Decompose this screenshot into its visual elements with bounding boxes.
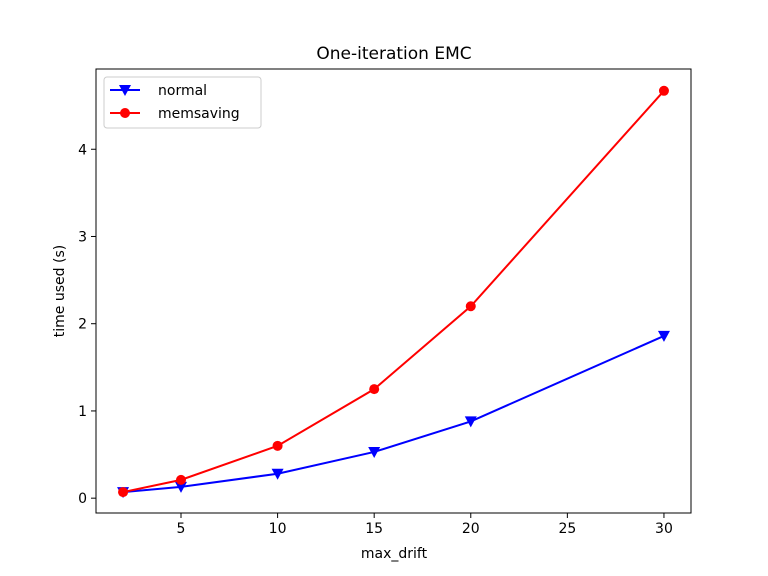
axes: 5 10 15 20 25 30 0 1 2 3 4	[78, 142, 673, 537]
x-axis-label: max_drift	[361, 546, 428, 562]
data-point-normal	[175, 481, 187, 493]
chart-title: One-iteration EMC	[316, 44, 471, 64]
y-tick-label: 4	[78, 142, 87, 158]
legend-label-normal: normal	[158, 83, 207, 99]
x-tick-label: 30	[655, 521, 673, 537]
series-memsaving	[118, 85, 669, 498]
series-line-normal	[122, 335, 665, 494]
x-tick-label: 10	[269, 521, 287, 537]
data-point-normal	[368, 446, 381, 458]
data-point-normal	[271, 468, 284, 480]
series-line-memsaving	[122, 90, 665, 494]
legend-marker-memsaving	[120, 108, 130, 118]
y-tick-label: 3	[78, 229, 87, 245]
x-tick-label: 5	[177, 521, 186, 537]
y-tick-label: 0	[78, 491, 87, 507]
data-point-memsaving	[176, 474, 186, 485]
legend: normal memsaving	[103, 76, 262, 129]
plot-frame	[95, 68, 692, 514]
legend-box	[103, 76, 262, 129]
data-point-memsaving	[465, 301, 476, 312]
data-point-memsaving	[272, 440, 283, 451]
x-tick-label: 20	[462, 521, 480, 537]
y-tick-label: 2	[78, 317, 87, 333]
series-layer	[117, 85, 670, 499]
data-point-memsaving	[118, 487, 129, 498]
y-axis-label: time used (s)	[52, 245, 68, 337]
data-point-normal	[657, 330, 670, 342]
y-tick-label: 1	[78, 404, 87, 420]
legend-marker-normal	[119, 85, 131, 96]
data-point-normal	[464, 416, 477, 428]
data-point-memsaving	[658, 85, 669, 96]
data-point-memsaving	[369, 384, 380, 395]
legend-label-memsaving: memsaving	[158, 106, 240, 122]
x-tick-label: 15	[365, 521, 383, 537]
x-tick-label: 25	[558, 521, 576, 537]
